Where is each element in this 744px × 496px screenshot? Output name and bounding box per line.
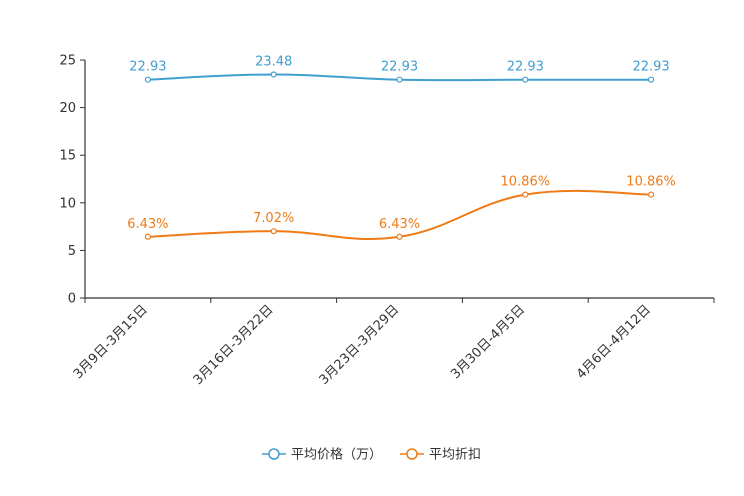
- data-label: 22.93: [632, 60, 669, 75]
- x-tick-label: 3月9日-3月15日: [71, 302, 151, 382]
- data-point[interactable]: [144, 76, 151, 83]
- y-tick-label: 25: [59, 54, 76, 69]
- data-label: 23.48: [255, 54, 292, 69]
- legend-label: 平均折扣: [429, 448, 481, 463]
- x-tick-label: 4月6日-4月12日: [574, 302, 654, 382]
- data-point[interactable]: [144, 233, 151, 240]
- legend[interactable]: 平均价格（万） 平均折扣: [262, 447, 481, 463]
- y-tick-label: 0: [68, 292, 76, 307]
- series-2: 6.43% 7.02% 6.43% 10.86% 10.86%: [127, 175, 676, 240]
- legend-circle-icon: [406, 448, 418, 460]
- data-point[interactable]: [647, 191, 655, 198]
- data-point[interactable]: [647, 76, 655, 83]
- legend-item-1[interactable]: 平均价格（万）: [262, 447, 382, 463]
- data-label: 7.02%: [253, 211, 294, 226]
- data-label: 10.86%: [626, 175, 676, 190]
- legend-item-2[interactable]: 平均折扣: [400, 448, 481, 463]
- legend-label: 平均价格（万）: [291, 447, 382, 463]
- data-label: 6.43%: [127, 217, 168, 232]
- data-label: 6.43%: [379, 217, 420, 232]
- y-tick-label: 5: [68, 244, 76, 259]
- data-point[interactable]: [270, 228, 277, 235]
- x-tick-label: 3月16日-3月22日: [191, 302, 277, 388]
- data-point[interactable]: [396, 76, 403, 83]
- y-tick-label: 15: [59, 149, 76, 164]
- y-axis: 0 5 10 15 20 25: [59, 54, 86, 307]
- series-1: 22.93 23.48 22.93 22.93 22.93: [129, 54, 670, 83]
- x-tick-label: 3月23日-3月29日: [317, 302, 403, 388]
- data-label: 22.93: [381, 60, 418, 75]
- data-label: 22.93: [129, 60, 166, 75]
- x-axis: 3月9日-3月15日 3月16日-3月22日 3月23日-3月29日 3月30日-4月…: [71, 297, 715, 388]
- data-label: 10.86%: [501, 175, 551, 190]
- data-point[interactable]: [522, 76, 529, 83]
- series-layer: 22.93 23.48 22.93 22.93 22.936.43% 7.02% 6.43%…: [127, 54, 676, 240]
- legend-circle-icon: [268, 448, 280, 460]
- data-point[interactable]: [270, 71, 277, 78]
- data-point[interactable]: [522, 191, 529, 198]
- data-label: 22.93: [507, 60, 544, 75]
- y-tick-label: 20: [59, 101, 76, 116]
- x-tick-label: 3月30日-4月5日: [448, 302, 528, 382]
- series-line: [147, 189, 652, 240]
- data-point[interactable]: [396, 233, 403, 240]
- y-tick-label: 10: [59, 196, 76, 211]
